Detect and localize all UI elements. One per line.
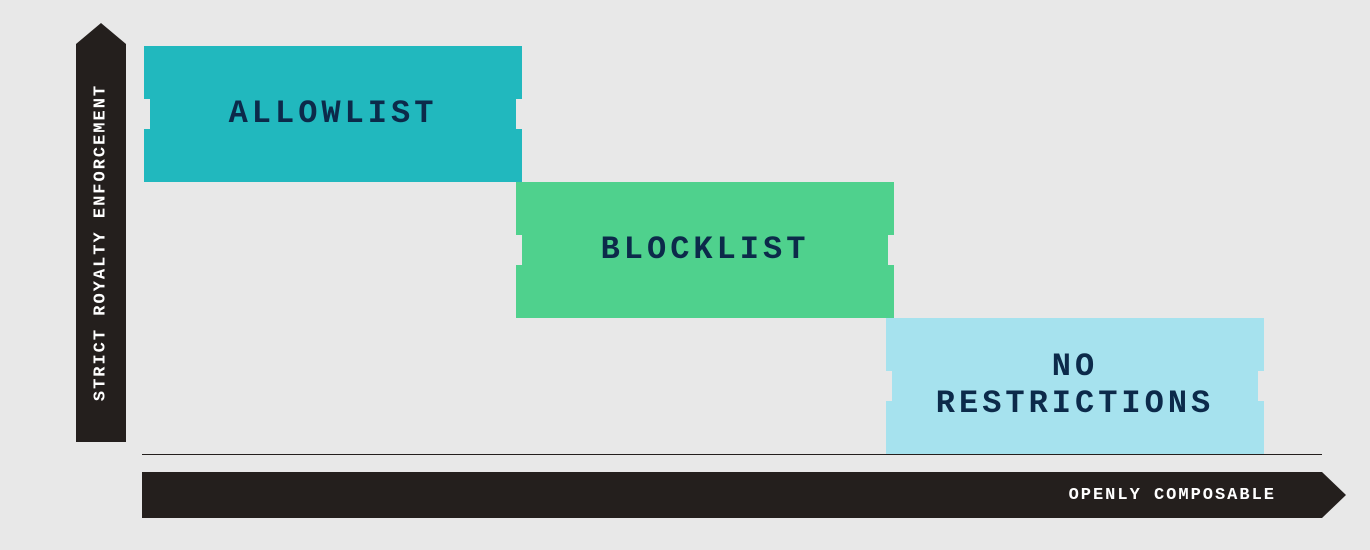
bar-0-notch-right: [516, 99, 526, 129]
plot-baseline: [142, 454, 1322, 455]
x-axis-arrowhead: [1322, 472, 1346, 518]
diagram-canvas: STRICT ROYALTY ENFORCEMENT ALLOWLIST BLOC…: [0, 0, 1370, 550]
x-axis-label: OPENLY COMPOSABLE: [1069, 486, 1276, 505]
bar-0: ALLOWLIST: [144, 46, 522, 182]
bar-label-2: NO RESTRICTIONS: [936, 349, 1214, 423]
bar-2: NO RESTRICTIONS: [886, 318, 1264, 454]
bar-1-notch-left: [512, 235, 522, 265]
bar-1: BLOCKLIST: [516, 182, 894, 318]
bar-label-1: BLOCKLIST: [601, 232, 810, 269]
bar-label-0: ALLOWLIST: [229, 96, 438, 133]
y-axis-arrowhead: [76, 23, 126, 44]
y-axis: STRICT ROYALTY ENFORCEMENT: [76, 44, 126, 442]
bar-2-notch-left: [882, 371, 892, 401]
y-axis-label: STRICT ROYALTY ENFORCEMENT: [92, 44, 111, 442]
bar-1-notch-right: [888, 235, 898, 265]
x-axis: OPENLY COMPOSABLE: [142, 472, 1322, 518]
bar-2-notch-right: [1258, 371, 1268, 401]
bar-0-notch-left: [140, 99, 150, 129]
